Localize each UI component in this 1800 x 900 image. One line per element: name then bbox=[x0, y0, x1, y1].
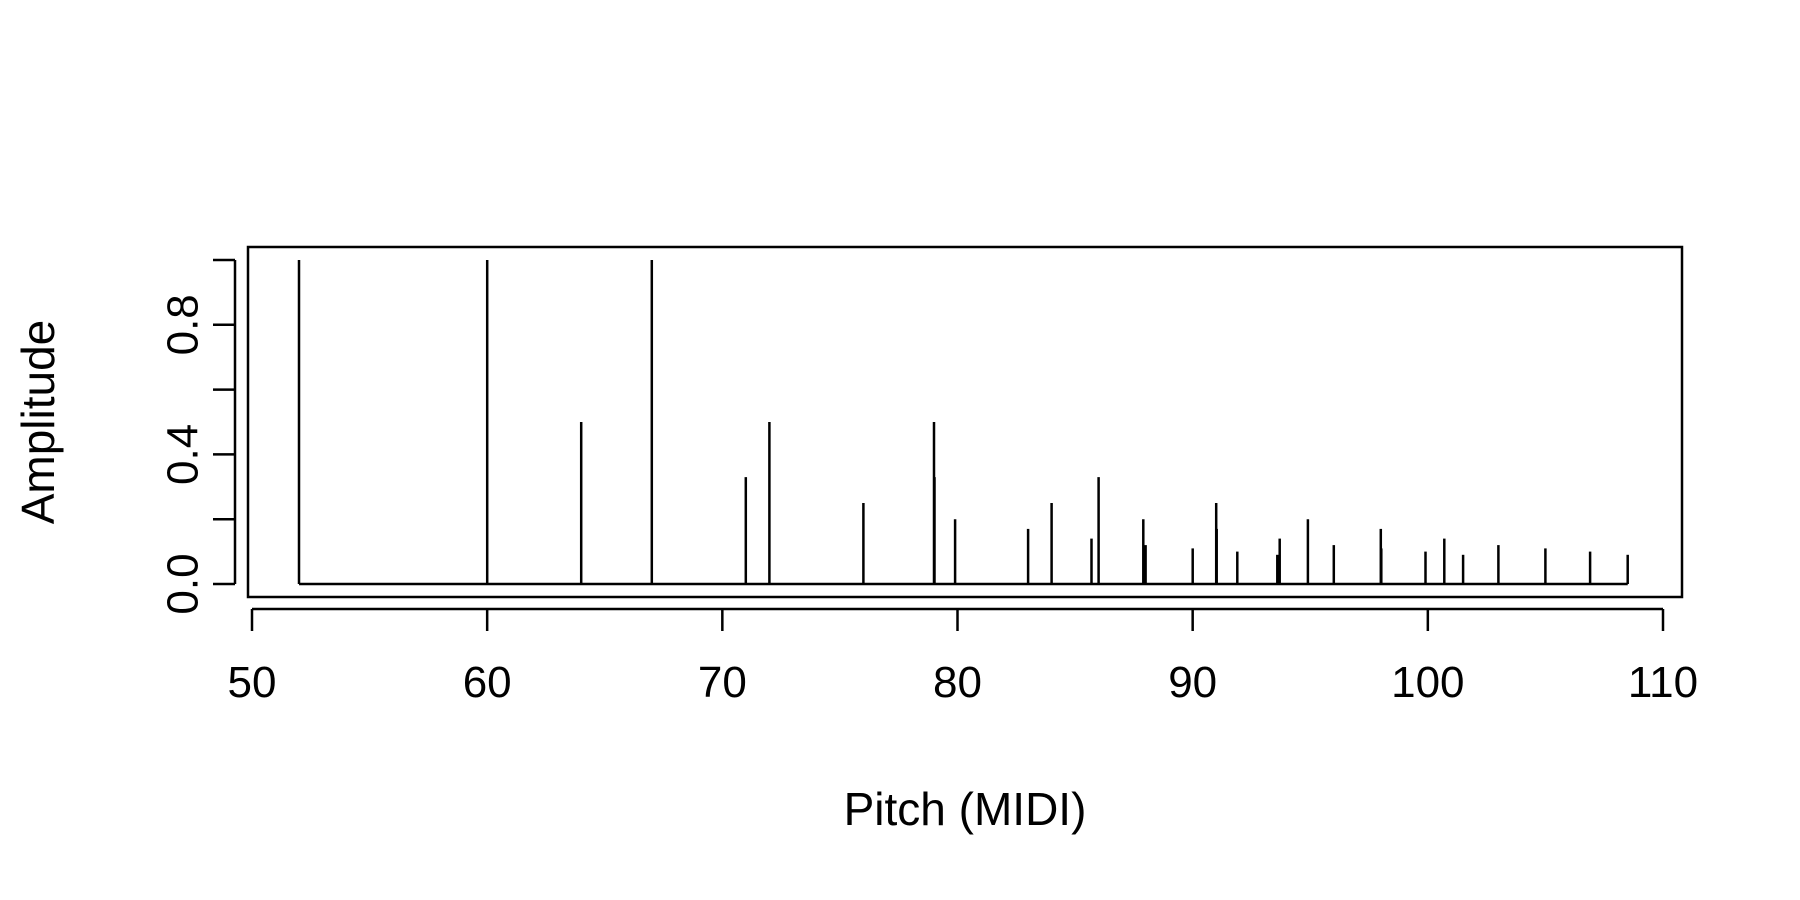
x-tick-label: 80 bbox=[933, 658, 982, 707]
x-tick-label: 110 bbox=[1628, 658, 1698, 707]
x-tick-label: 100 bbox=[1391, 658, 1464, 707]
y-tick-label: 0.8 bbox=[159, 294, 208, 355]
stem-series bbox=[297, 260, 1629, 584]
x-tick-label: 50 bbox=[228, 658, 277, 707]
y-tick-label: 0.4 bbox=[159, 424, 208, 485]
x-tick-label: 70 bbox=[698, 658, 747, 707]
x-tick-label: 60 bbox=[463, 658, 512, 707]
x-tick-label: 90 bbox=[1168, 658, 1217, 707]
x-axis: 50 60 70 80 90 100 110 bbox=[228, 607, 1698, 707]
x-axis-title: Pitch (MIDI) bbox=[844, 783, 1087, 835]
y-axis: 0.0 0.4 0.8 bbox=[159, 258, 237, 615]
y-tick-label: 0.0 bbox=[159, 553, 208, 614]
y-axis-title: Amplitude bbox=[12, 320, 64, 525]
plot-frame bbox=[246, 245, 1684, 599]
